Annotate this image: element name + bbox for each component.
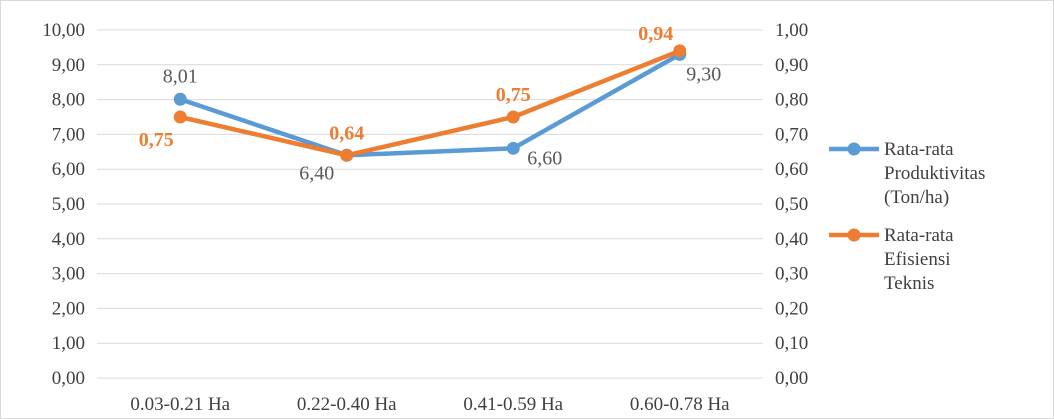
data-point[interactable] bbox=[506, 141, 520, 155]
legend-swatch-marker bbox=[847, 228, 861, 242]
data-point[interactable] bbox=[673, 44, 687, 58]
right-tick-label: 0,30 bbox=[775, 264, 808, 285]
legend-label: Rata-rata bbox=[884, 225, 954, 246]
left-tick-label: 4,00 bbox=[52, 229, 85, 250]
data-point[interactable] bbox=[173, 110, 187, 124]
series-line-0 bbox=[178, 52, 682, 158]
data-label: 0,94 bbox=[638, 23, 673, 45]
right-tick-label: 0,60 bbox=[775, 159, 808, 180]
legend-label: Rata-rata bbox=[884, 139, 954, 160]
left-tick-label: 2,00 bbox=[52, 298, 85, 319]
data-label: 0,75 bbox=[496, 84, 531, 106]
left-axis: 0,00 1,00 2,00 3,00 4,00 5,00 6,00 7,00 8,00 9,00… bbox=[42, 20, 85, 389]
right-tick-label: 0,40 bbox=[775, 229, 808, 250]
left-tick-label: 7,00 bbox=[52, 124, 85, 145]
gridlines bbox=[97, 29, 763, 379]
right-tick-label: 0,90 bbox=[775, 55, 808, 76]
data-label: 0,64 bbox=[329, 122, 364, 144]
category-label: 0.22-0.40 Ha bbox=[297, 394, 397, 415]
legend-label: Produktivitas bbox=[884, 163, 985, 184]
left-tick-label: 10,00 bbox=[42, 20, 85, 41]
data-label: 8,01 bbox=[163, 65, 198, 87]
legend-item[interactable]: Rata-rata Efisiensi Teknis bbox=[829, 225, 954, 294]
right-tick-label: 0,00 bbox=[775, 368, 808, 389]
left-tick-label: 0,00 bbox=[52, 368, 85, 389]
data-labels: 8,01 6,40 6,60 9,30 0,75 0,64 0,75 0,94 bbox=[139, 23, 722, 184]
right-tick-label: 1,00 bbox=[775, 20, 808, 41]
series-line-1 bbox=[178, 48, 682, 158]
data-label: 6,60 bbox=[527, 147, 562, 169]
right-tick-label: 0,80 bbox=[775, 90, 808, 111]
left-tick-label: 3,00 bbox=[52, 264, 85, 285]
category-label: 0.41-0.59 Ha bbox=[463, 394, 563, 415]
data-point[interactable] bbox=[340, 148, 354, 162]
legend-label: (Ton/ha) bbox=[884, 187, 949, 208]
data-point[interactable] bbox=[173, 92, 187, 106]
right-tick-label: 0,50 bbox=[775, 194, 808, 215]
left-tick-label: 6,00 bbox=[52, 159, 85, 180]
left-tick-label: 8,00 bbox=[52, 90, 85, 111]
series bbox=[173, 44, 687, 162]
right-tick-label: 0,20 bbox=[775, 298, 808, 319]
left-tick-label: 9,00 bbox=[52, 55, 85, 76]
legend-item[interactable]: Rata-rata Produktivitas (Ton/ha) bbox=[829, 139, 985, 208]
data-point[interactable] bbox=[506, 110, 520, 124]
right-axis: 0,00 0,10 0,20 0,30 0,40 0,50 0,60 0,70 0,80 0,90… bbox=[775, 20, 808, 389]
right-tick-label: 0,10 bbox=[775, 333, 808, 354]
data-label: 6,40 bbox=[299, 162, 334, 184]
left-tick-label: 1,00 bbox=[52, 333, 85, 354]
legend-label: Efisiensi bbox=[884, 249, 951, 270]
left-tick-label: 5,00 bbox=[52, 194, 85, 215]
right-tick-label: 0,70 bbox=[775, 124, 808, 145]
category-axis: 0.03-0.21 Ha 0.22-0.40 Ha 0.41-0.59 Ha 0.60… bbox=[130, 394, 730, 415]
category-label: 0.03-0.21 Ha bbox=[130, 394, 230, 415]
category-label: 0.60-0.78 Ha bbox=[630, 394, 730, 415]
data-label: 0,75 bbox=[139, 129, 174, 151]
legend-label: Teknis bbox=[884, 273, 934, 294]
data-label: 9,30 bbox=[686, 63, 721, 85]
legend[interactable]: Rata-rata Produktivitas (Ton/ha) Rata-rata E… bbox=[829, 139, 985, 294]
legend-swatch-marker bbox=[847, 142, 861, 156]
